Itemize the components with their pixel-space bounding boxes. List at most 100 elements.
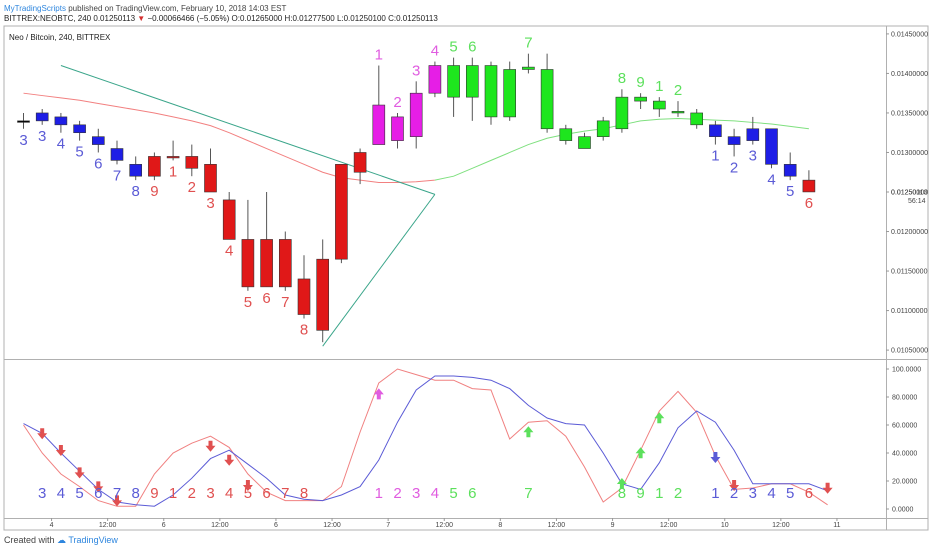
indicator-count-label: 3 [412,485,420,502]
time-tick-label: 12:00 [435,522,453,529]
up-arrow-marker [523,426,534,438]
sequence-count-label: 7 [524,35,532,52]
tradingview-link[interactable]: TradingView [68,535,118,545]
candle-body [765,128,778,165]
chart-frame [3,25,929,531]
time-tick-label: 6 [162,522,166,529]
indicator-count-label: 1 [655,485,663,502]
candle-body [204,164,217,193]
sequence-count-label: 9 [150,183,158,200]
indicator-count-label: 8 [132,485,140,502]
indicator-tick-label: 40.0000 [892,451,917,458]
candle-body [335,164,348,260]
down-arrow-marker [224,454,235,466]
candle-body [17,120,30,123]
time-tick-label: 12:00 [323,522,341,529]
indicator-tick-label: 80.0000 [892,395,917,402]
price-tick-label: 0.01350000 [891,110,928,117]
candle-body [241,239,255,288]
indicator-count-label: 7 [524,485,532,502]
indicator-count-label: 2 [393,485,401,502]
price-tick-label: 0.01100000 [891,308,928,315]
down-arrow-marker [74,467,85,479]
candle-body [260,239,273,288]
sequence-count-label: 6 [94,155,102,172]
created-with-text: Created with [4,535,55,545]
author-link[interactable]: MyTradingScripts [4,4,66,13]
symbol-label: BITTREX:NEOBTC, 240 [4,14,92,23]
moving-average-down [23,92,435,184]
time-tick-label: 12:00 [548,522,566,529]
sequence-count-label: 4 [57,136,65,153]
sequence-count-label: 3 [412,62,420,79]
indicator-count-label: 8 [300,485,308,502]
indicator-count-label: 4 [225,485,233,502]
indicator-blue-line [23,375,828,507]
indicator-tick-label: 0.0000 [892,507,914,514]
sequence-count-label: 3 [749,148,757,165]
sequence-count-label: 1 [169,163,177,180]
indicator-count-label: 4 [767,485,775,502]
sequence-count-label: 3 [38,128,46,145]
sequence-count-label: 3 [206,195,214,212]
candle-body [596,120,610,137]
up-arrow-marker [373,388,384,400]
candle-body [447,65,460,98]
candle-body [428,65,442,94]
sequence-count-label: 5 [786,183,794,200]
sequence-count-label: 2 [674,82,682,99]
candle-body [129,164,142,177]
indicator-count-label: 4 [431,485,439,502]
indicator-count-label: 1 [711,485,719,502]
indicator-count-label: 8 [618,485,626,502]
footer: Created with ☁ TradingView [4,535,118,546]
indicator-count-label: 6 [94,485,102,502]
indicator-count-label: 6 [468,485,476,502]
time-tick-label: 11 [833,522,840,529]
price-change: −0.00066466 (−5.05%) [147,14,230,23]
symbol-quote: BITTREX:NEOBTC, 240 0.01250113 ▼ −0.0006… [4,14,438,23]
candle-body [391,116,404,141]
sequence-count-label: 7 [113,167,121,184]
time-tick-label: 6 [274,522,278,529]
indicator-count-label: 6 [262,485,270,502]
sequence-count-label: 2 [393,94,401,111]
candle-body [783,164,797,177]
candle-body [185,156,199,169]
sequence-count-label: 8 [132,183,140,200]
candle-body [578,136,591,149]
price-tick-label: 0.01400000 [891,71,928,78]
down-arrow-marker [242,480,253,491]
time-tick-label: 8 [498,522,502,529]
sequence-count-label: 5 [244,294,252,311]
price-tick-label: 0.01300000 [891,150,928,157]
indicator-tick-label: 100.0000 [892,367,921,374]
candle-body [148,156,161,177]
candle-body [484,65,498,118]
indicator-count-label: 1 [169,485,177,502]
trendline [60,65,436,195]
candle-body [652,100,666,110]
candle-body [409,92,423,137]
candle-body [634,96,647,102]
candle-body [73,124,86,134]
indicator-tick-label: 20.0000 [892,479,917,486]
candle-body [540,69,554,130]
down-arrow-marker [112,495,122,507]
published-text: published on TradingView.com, February 1… [68,4,287,13]
candle-body [35,112,49,122]
candle-body [222,199,236,240]
indicator-count-label: 4 [57,485,65,502]
last-price: 0.01250113 [93,14,136,23]
publish-info: MyTradingScripts published on TradingVie… [4,4,286,13]
sequence-count-label: 9 [636,74,644,91]
candle-body [372,104,386,145]
trendline [322,194,436,347]
candle-body [297,278,311,315]
price-tick-label: 0.01450000 [891,31,928,38]
candle-body [54,116,68,126]
candle-body [465,65,479,98]
indicator-tick-label: 60.0000 [892,423,917,430]
indicator-count-label: 9 [636,485,644,502]
